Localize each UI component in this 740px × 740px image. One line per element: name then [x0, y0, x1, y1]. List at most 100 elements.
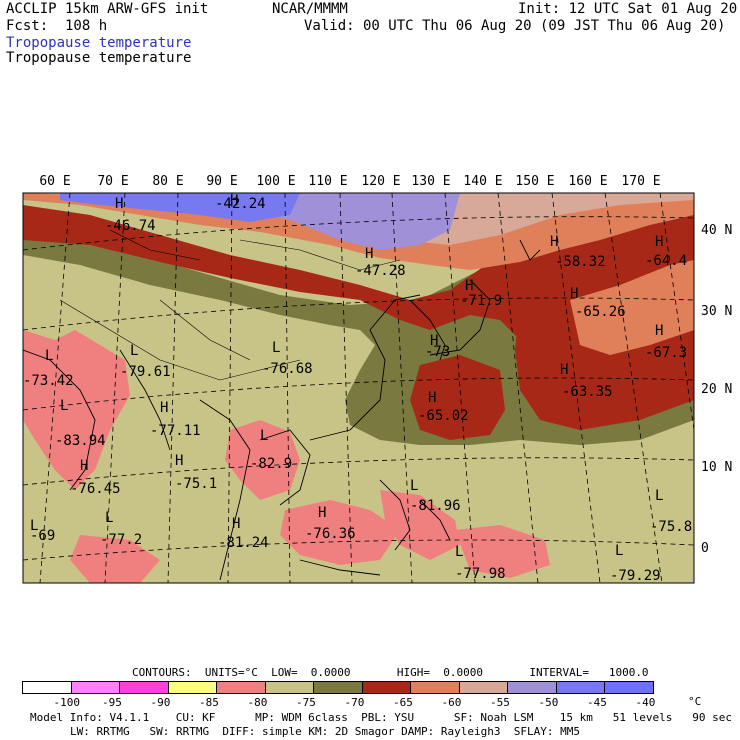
colorbar-swatch — [410, 681, 460, 694]
model-info-line1: Model Info: V4.1.1 CU: KF MP: WDM 6class… — [30, 711, 732, 724]
extremum-marker: H — [655, 234, 663, 250]
extremum-value: -63.35 — [562, 384, 613, 400]
colorbar-swatch — [458, 681, 508, 694]
lon-label: 170 E — [621, 174, 660, 189]
model-title: ACCLIP 15km ARW-GFS init — [6, 1, 209, 17]
extremum-marker: H — [560, 362, 568, 378]
extremum-value: -77.11 — [150, 423, 201, 439]
colorbar-tick-label: -40 — [635, 696, 656, 709]
colorbar-tick-label: -45 — [587, 696, 607, 709]
extremum-value: -82.9 — [250, 456, 292, 472]
extremum-value: -69 — [30, 528, 55, 544]
graticule — [23, 193, 694, 583]
lon-label: 90 E — [206, 174, 237, 189]
field-title-shaded: Tropopause temperature — [6, 35, 192, 51]
colorbar-swatch — [604, 681, 654, 694]
extremum-marker: H — [115, 196, 123, 212]
extremum-marker: L — [30, 518, 38, 534]
forecast-hour: Fcst: 108 h — [6, 18, 108, 34]
init-time: Init: 12 UTC Sat 01 Aug 20 — [518, 1, 738, 17]
lon-label: 70 E — [97, 174, 128, 189]
extremum-value: -81.96 — [410, 498, 461, 514]
colorbar-tick-label: -100 — [53, 696, 81, 709]
lat-label: 30 N — [701, 304, 732, 319]
extremum-value: -79.61 — [120, 364, 171, 380]
band-neg85-80-scs — [280, 500, 400, 565]
extremum-value: -75.1 — [175, 476, 217, 492]
colorbar-tick-label: -75 — [296, 696, 316, 709]
field-title-contour: Tropopause temperature — [6, 50, 192, 66]
borders — [59, 229, 401, 381]
extremum-marker: L — [655, 488, 663, 504]
lat-label: 0 — [701, 541, 709, 556]
extremum-marker: L — [455, 544, 463, 560]
colorbar-tick-label: -50 — [538, 696, 559, 709]
colorbar-swatch — [264, 681, 314, 694]
extremum-value: -73.42 — [23, 373, 74, 389]
colorbar-swatch — [313, 681, 363, 694]
extremum-value: -47.28 — [355, 263, 406, 279]
extremum-value: -77.98 — [455, 566, 506, 582]
lon-label: 130 E — [411, 174, 450, 189]
extrema-group: H-46.74H-42.24H-47.28H-58.32H-64.4H-65.2… — [23, 193, 692, 584]
colorbar-swatch — [507, 681, 557, 694]
extremum-marker: L — [105, 510, 113, 526]
valid-time: Valid: 00 UTC Thu 06 Aug 20 (09 JST Thu … — [304, 18, 726, 34]
lat-label-group: 40 N 30 N 20 N 10 N 0 — [701, 223, 732, 556]
colorbar-tick-label: -90 — [150, 696, 171, 709]
extremum-value: -77.2 — [100, 532, 142, 548]
extremum-marker: H — [428, 390, 436, 406]
colorbar-tick-label: -55 — [490, 696, 510, 709]
colorbar-tick-label: -65 — [393, 696, 413, 709]
extremum-marker: H — [465, 278, 473, 294]
extremum-value: -46.74 — [105, 218, 156, 234]
extremum-value: -79.29 — [610, 568, 661, 584]
extremum-marker: H — [570, 286, 578, 302]
lat-label: 40 N — [701, 223, 732, 238]
extremum-marker: H — [160, 400, 168, 416]
band-neg85-80-phil — [380, 490, 460, 560]
colorbar-tick-label: -85 — [199, 696, 219, 709]
extremum-value: -58.32 — [555, 254, 606, 270]
lon-label: 120 E — [361, 174, 400, 189]
extremum-marker: H — [318, 505, 326, 521]
band-neg50-40 — [60, 193, 300, 222]
band-neg85-80-india — [23, 330, 130, 490]
lat-label: 20 N — [701, 382, 732, 397]
extremum-value: -76.36 — [305, 526, 356, 542]
band-neg85-80-south — [70, 535, 160, 583]
extremum-marker: L — [260, 428, 268, 444]
colorbar-tick-label: -80 — [247, 696, 268, 709]
extremum-marker: L — [130, 343, 138, 359]
lon-label: 60 E — [39, 174, 70, 189]
extremum-marker: H — [655, 323, 663, 339]
lon-label-group: 60 E 70 E 80 E 90 E 100 E 110 E 120 E 130 E 140 … — [39, 174, 660, 189]
extremum-value: -65.26 — [575, 304, 626, 320]
lat-label: 10 N — [701, 460, 732, 475]
extremum-marker: H — [430, 333, 438, 349]
colorbar-swatch — [119, 681, 169, 694]
colorbar-swatch — [555, 681, 605, 694]
lon-label: 150 E — [515, 174, 554, 189]
extremum-value: -81.24 — [218, 535, 269, 551]
colorbar-swatch — [70, 681, 120, 694]
colorbar-swatch — [167, 681, 217, 694]
lon-label: 100 E — [256, 174, 295, 189]
colorbar-unit: °C — [688, 695, 702, 708]
band-neg85-80-pac — [455, 525, 550, 578]
extremum-value: -76.45 — [70, 481, 121, 497]
extremum-value: -71.9 — [460, 293, 502, 309]
extremum-marker: L — [272, 340, 280, 356]
extremum-value: -83.94 — [55, 433, 106, 449]
org-label: NCAR/MMMM — [272, 1, 348, 17]
lon-label: 80 E — [152, 174, 183, 189]
extremum-value: -76.68 — [262, 361, 313, 377]
colorbar-tick-label: -60 — [441, 696, 462, 709]
lon-label: 160 E — [568, 174, 607, 189]
colorbar-swatch — [216, 681, 266, 694]
band-neg65-60-east — [570, 260, 694, 355]
extremum-value: -65.02 — [418, 408, 469, 424]
lon-label: 140 E — [463, 174, 502, 189]
extremum-marker: L — [60, 398, 68, 414]
